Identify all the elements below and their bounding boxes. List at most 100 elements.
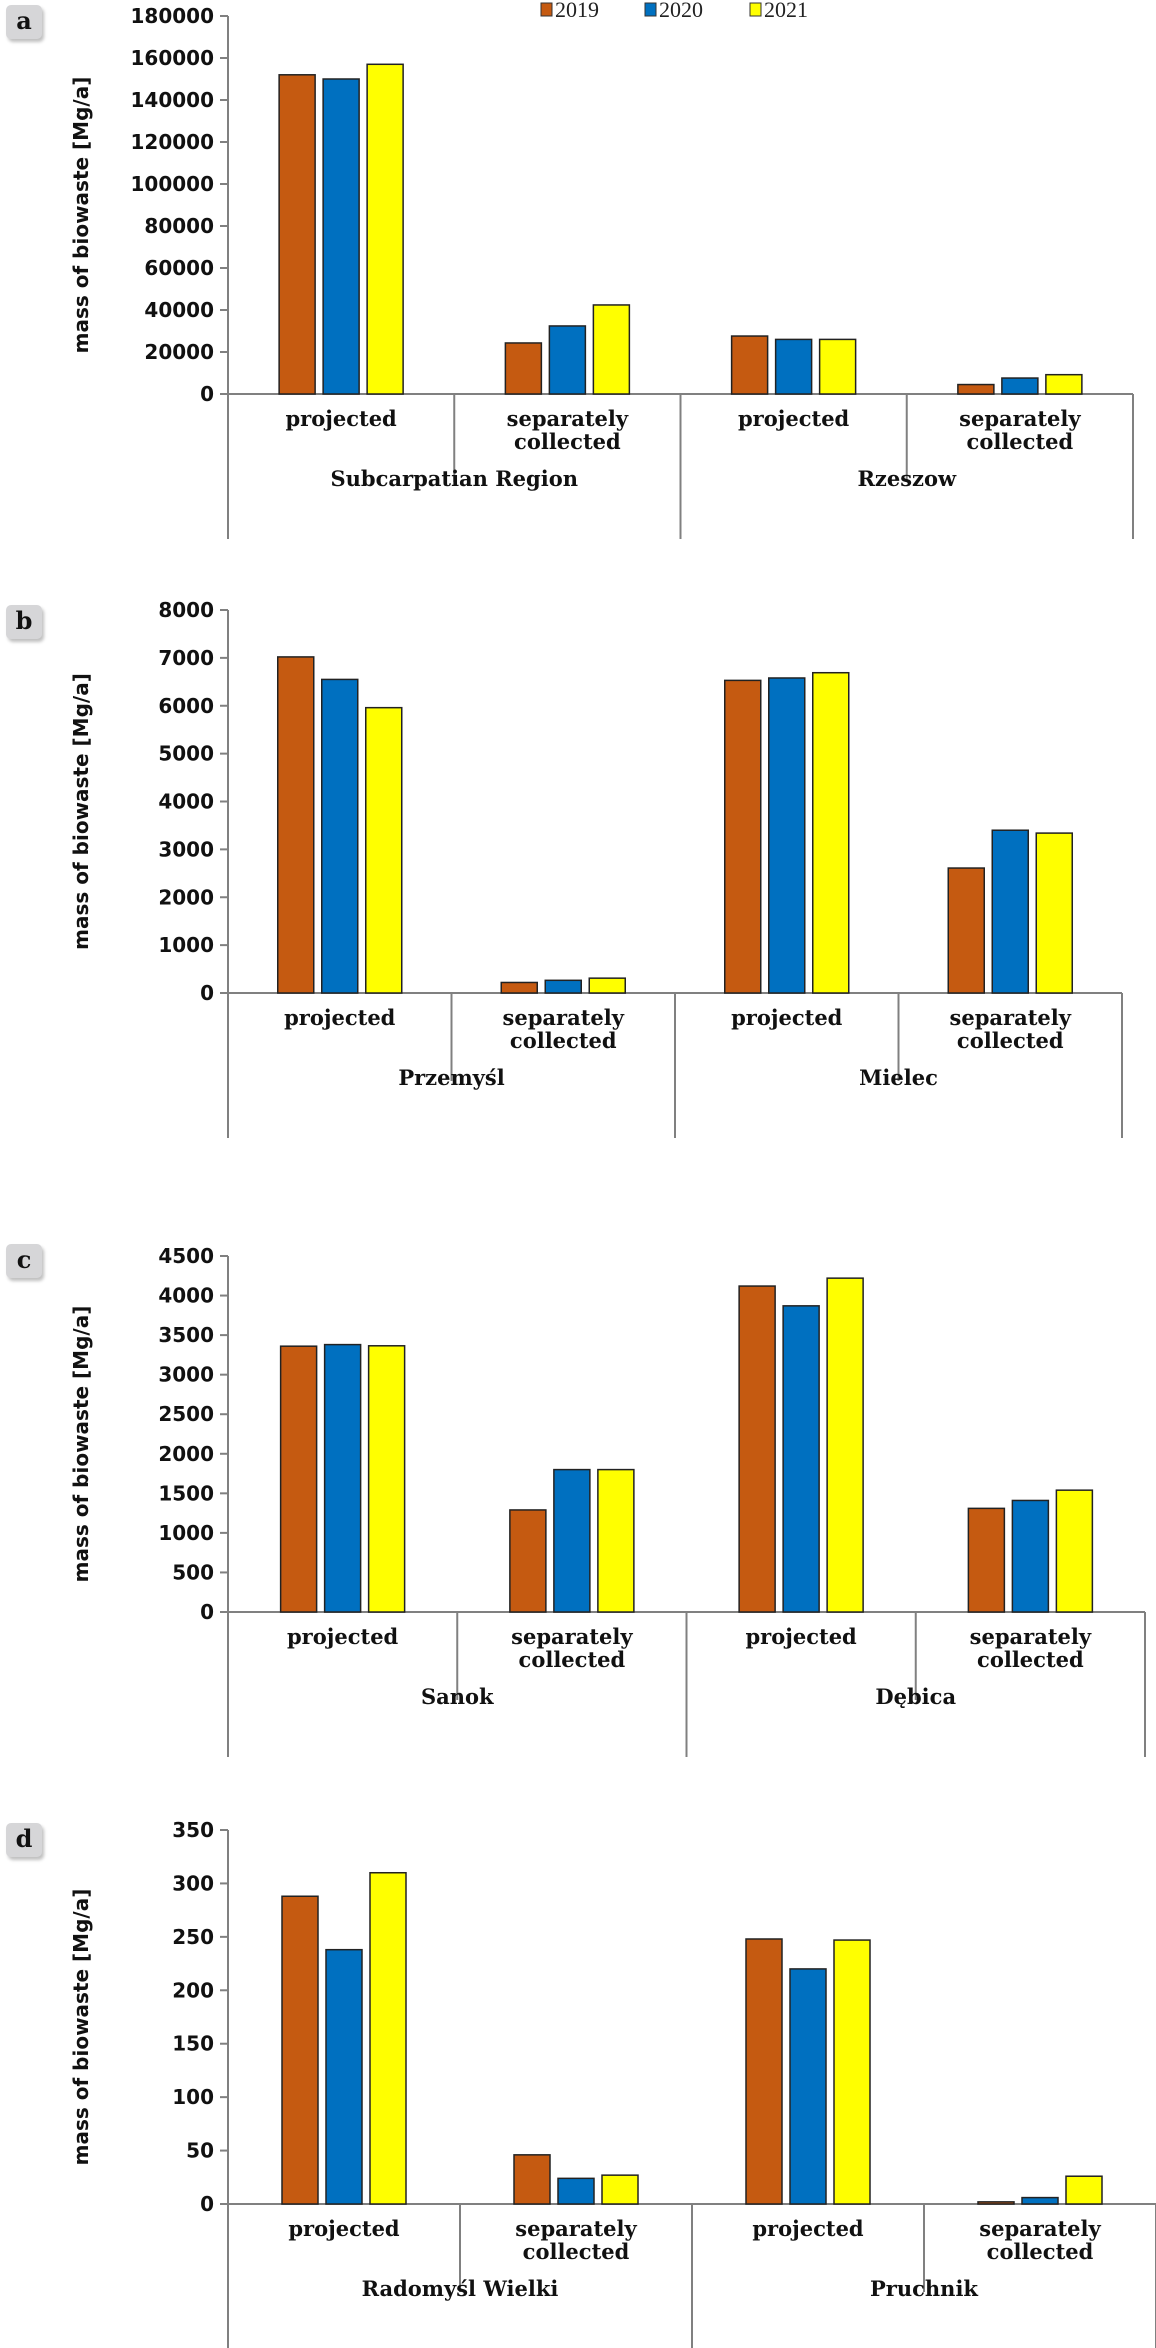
bar-radomy-l-wielki-separately-collected-2021 (601, 2174, 639, 2205)
bar-d-bica-separately-collected-2019 (967, 1507, 1006, 1613)
category-label: projected (731, 1005, 843, 1030)
category-label: separately (503, 1005, 625, 1030)
y-tick-label: 140000 (131, 88, 215, 112)
panel-label-c: c (6, 1244, 42, 1278)
y-tick-label: 500 (172, 1560, 214, 1584)
y-tick-label: 4500 (158, 1244, 214, 1268)
group-label: Radomyśl Wielki (362, 2276, 559, 2301)
y-tick-label: 180000 (131, 4, 215, 28)
bar-subcarpatian-region-separately-collected-2019 (504, 342, 543, 395)
bar-rzeszow-separately-collected-2019 (957, 383, 995, 395)
category-label: separately (511, 1624, 633, 1649)
category-label: projected (746, 1624, 858, 1649)
bar-d-bica-separately-collected-2020 (1011, 1499, 1050, 1613)
category-label: collected (523, 2239, 630, 2264)
group-label: Sanok (421, 1684, 494, 1709)
bar-radomy-l-wielki-separately-collected-2019 (513, 2154, 551, 2205)
category-label: collected (510, 1028, 617, 1053)
y-tick-label: 1000 (158, 1521, 214, 1545)
group-label: Mielec (859, 1065, 938, 1090)
bar-przemy-l-separately-collected-2019 (500, 981, 538, 994)
bar-radomy-l-wielki-projected-2019 (281, 1895, 319, 2205)
bar-d-bica-projected-2020 (782, 1305, 820, 1613)
bar-subcarpatian-region-separately-collected-2021 (592, 304, 631, 395)
bar-d-bica-projected-2019 (738, 1285, 776, 1613)
category-label: separately (950, 1005, 1072, 1030)
y-tick-label: 2500 (158, 1402, 214, 1426)
bar-subcarpatian-region-projected-2021 (366, 63, 404, 395)
bar-przemy-l-separately-collected-2021 (588, 977, 626, 994)
category-label: projected (287, 1624, 399, 1649)
bar-subcarpatian-region-projected-2020 (322, 78, 360, 395)
y-tick-label: 100000 (131, 172, 215, 196)
group-label: Przemyśl (398, 1065, 504, 1090)
bar-sanok-separately-collected-2021 (597, 1468, 635, 1613)
y-tick-label: 4000 (158, 790, 214, 814)
category-label: separately (970, 1624, 1092, 1649)
y-tick-label: 3000 (158, 837, 214, 861)
y-tick-label: 2000 (158, 885, 214, 909)
legend: 2019 2020 2021 (540, 0, 808, 22)
y-tick-label: 6000 (158, 694, 214, 718)
legend-label-2021: 2021 (764, 0, 808, 22)
legend-swatch-2020 (644, 2, 657, 17)
bar-d-bica-projected-2021 (826, 1277, 864, 1613)
bar-mielec-projected-2019 (724, 679, 762, 994)
bar-pruchnik-projected-2021 (833, 1939, 871, 2205)
bar-mielec-separately-collected-2019 (947, 867, 985, 994)
y-tick-label: 4000 (158, 1284, 214, 1308)
bar-radomy-l-wielki-projected-2021 (369, 1871, 407, 2205)
y-tick-label: 100 (172, 2085, 214, 2109)
category-label: separately (979, 2216, 1101, 2241)
bar-sanok-projected-2019 (279, 1345, 318, 1613)
panel-c: 0 500 1000 1500 2000 2500 3000 3500 4000 4500 mass… (69, 1244, 1146, 1757)
y-tick-label: 120000 (131, 130, 215, 154)
bar-mielec-projected-2020 (768, 677, 806, 994)
y-tick-label: 150 (172, 2032, 214, 2056)
y-tick-label: 2000 (158, 1442, 214, 1466)
y-tick-label: 300 (172, 1871, 214, 1895)
legend-label-2019: 2019 (555, 0, 599, 22)
y-tick-label: 250 (172, 1925, 214, 1949)
bar-przemy-l-projected-2019 (277, 656, 315, 994)
panel-a: 0 20000 40000 60000 80000 100000 120000 140000 1… (69, 4, 1134, 539)
y-tick-label: 20000 (144, 340, 214, 364)
bar-mielec-separately-collected-2021 (1035, 832, 1073, 994)
y-tick-label: 1000 (158, 933, 214, 957)
category-label: collected (514, 429, 621, 454)
y-tick-label: 0 (200, 2192, 214, 2216)
panel-d: 0 50 100 150 200 250 300 350 mass of biowaste [M… (69, 1818, 1156, 2348)
category-label: separately (959, 406, 1081, 431)
y-tick-label: 3000 (158, 1363, 214, 1387)
bar-mielec-separately-collected-2020 (991, 829, 1029, 994)
bar-pruchnik-separately-collected-2020 (1021, 2196, 1059, 2205)
bar-pruchnik-separately-collected-2019 (977, 2201, 1015, 2205)
group-label: Rzeszow (857, 466, 956, 491)
bar-radomy-l-wielki-projected-2020 (325, 1948, 363, 2205)
bar-przemy-l-projected-2020 (321, 678, 359, 994)
category-label: collected (967, 429, 1074, 454)
category-label: collected (519, 1647, 626, 1672)
y-tick-label: 1500 (158, 1481, 214, 1505)
y-tick-label: 160000 (131, 46, 215, 70)
y-axis-title: mass of biowaste [Mg/a] (69, 1306, 93, 1583)
legend-label-2020: 2020 (659, 0, 703, 22)
panel-b: 0 1000 2000 3000 4000 5000 6000 7000 8000 mass of… (69, 598, 1123, 1138)
bar-subcarpatian-region-separately-collected-2020 (548, 325, 587, 395)
bar-sanok-separately-collected-2019 (509, 1509, 547, 1613)
y-tick-label: 200 (172, 1978, 214, 2002)
group-label: Subcarpatian Region (331, 466, 578, 491)
legend-swatch-2019 (540, 2, 553, 17)
category-label: projected (738, 406, 850, 431)
y-tick-label: 40000 (144, 298, 214, 322)
category-label: separately (515, 2216, 637, 2241)
y-tick-label: 50 (186, 2139, 214, 2163)
panel-label-b: b (6, 605, 42, 639)
panel-label-a: a (6, 5, 42, 39)
bar-rzeszow-projected-2020 (774, 338, 813, 395)
bar-sanok-separately-collected-2020 (553, 1468, 591, 1613)
category-label: collected (977, 1647, 1084, 1672)
y-axis-title: mass of biowaste [Mg/a] (69, 77, 93, 354)
bar-rzeszow-projected-2021 (818, 338, 857, 395)
